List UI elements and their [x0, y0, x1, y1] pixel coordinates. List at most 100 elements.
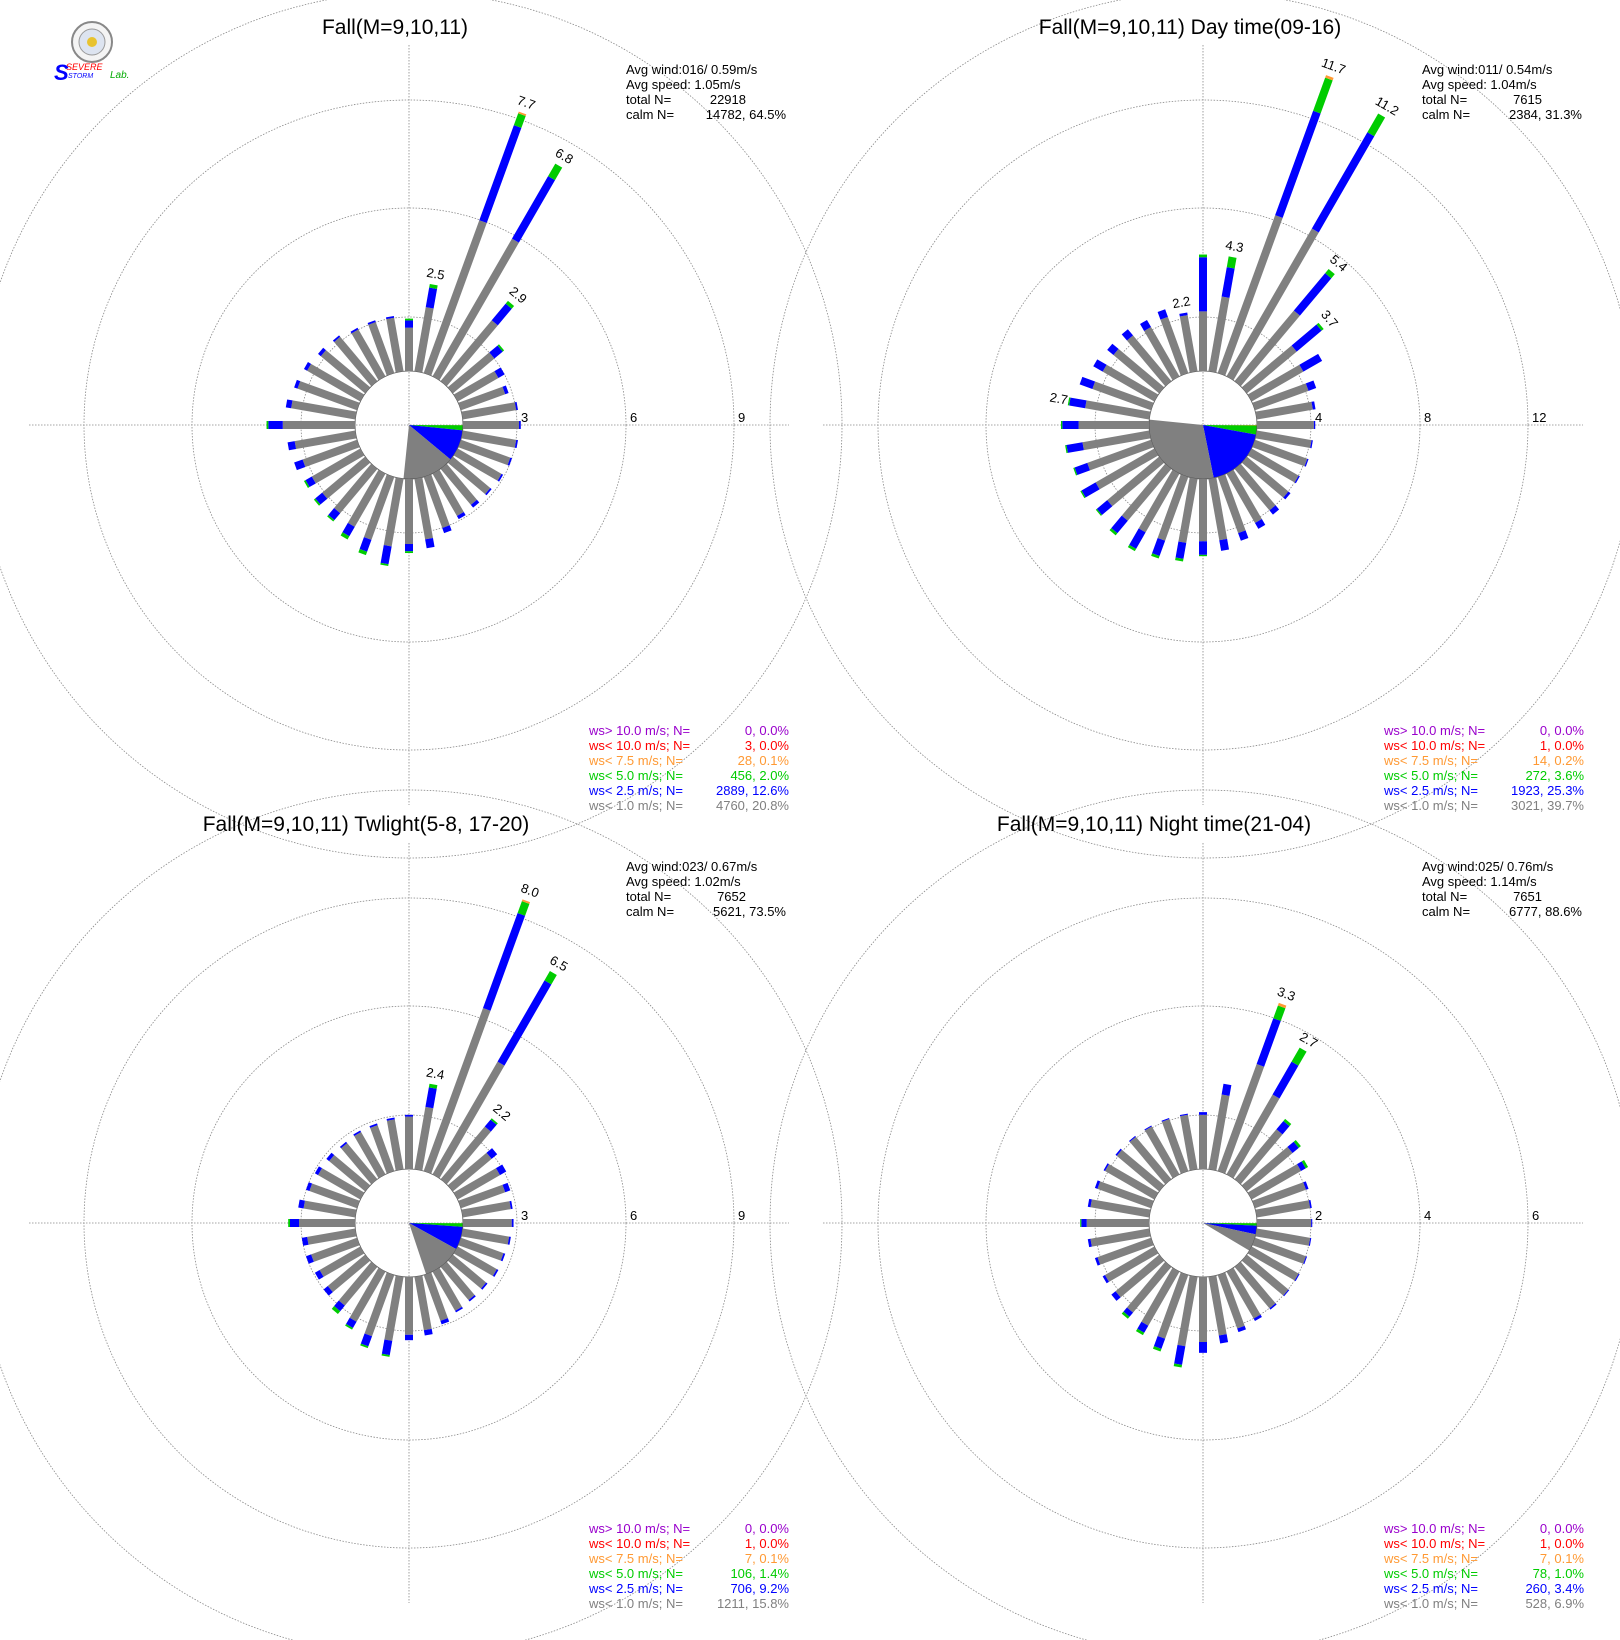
bar-seg-lt2_5 — [314, 1166, 323, 1176]
bar-seg-lt2_5 — [353, 1130, 362, 1137]
bar-seg-lt1 — [319, 1246, 365, 1277]
bar-seg-lt5 — [345, 1324, 353, 1330]
wind-bar-210 — [1127, 469, 1180, 552]
bar-seg-lt1 — [423, 220, 487, 376]
calm-pie-blue — [409, 1223, 463, 1250]
wind-bar-350 — [386, 1117, 404, 1171]
wind-bar-320 — [339, 1141, 378, 1185]
wind-bar-310 — [1107, 343, 1165, 394]
wind-bar-190 — [1173, 1275, 1198, 1368]
bar-seg-lt1 — [453, 371, 499, 402]
wind-bar-260 — [1087, 1228, 1151, 1248]
bar-seg-lt2_5 — [1238, 530, 1249, 541]
wind-bar-200 — [360, 1272, 395, 1349]
wind-bar-230 — [313, 456, 371, 506]
bar-seg-lt1 — [1241, 456, 1289, 498]
lab-seal-star-icon — [87, 37, 97, 47]
bar-value-label: 2.2 — [1171, 293, 1191, 311]
wind-bar-290 — [1094, 1180, 1154, 1209]
bar-seg-lt1 — [461, 1201, 511, 1218]
bar-seg-lt5 — [1073, 467, 1078, 476]
legend-label: ws< 2.5 m/s; N= — [1383, 1581, 1478, 1596]
wind-bar-90 — [1257, 421, 1316, 429]
bar-seg-lt5 — [517, 901, 530, 916]
bar-seg-lt2_5 — [497, 473, 504, 482]
bar-seg-lt5 — [1313, 77, 1333, 114]
stat-calm-value: 14782, 64.5% — [706, 107, 787, 122]
calm-pie-green — [1203, 425, 1257, 435]
wind-bar-330 — [353, 1130, 386, 1179]
panel-title: Fall(M=9,10,11) Twlight(5-8, 17-20) — [203, 813, 530, 836]
legend-value: 272, 3.6% — [1525, 768, 1584, 783]
wind-bar-230 — [1095, 456, 1165, 516]
ring-label: 8 — [1424, 410, 1431, 425]
bar-seg-lt2_5 — [1129, 528, 1146, 549]
bar-seg-lt1 — [1157, 1272, 1189, 1339]
wind-bar-30: 6.5 — [432, 952, 570, 1179]
wind-bar-100 — [1255, 1228, 1312, 1246]
bar-seg-lt1 — [1144, 1126, 1180, 1179]
wind-bar-80 — [461, 1200, 513, 1218]
logo-text-lab: Lab. — [110, 70, 129, 81]
ring-label: 3 — [521, 410, 528, 425]
wind-bar-90 — [1257, 1219, 1313, 1227]
bar-seg-lt1 — [1257, 421, 1314, 429]
bar-seg-lt2_5 — [502, 1182, 511, 1193]
wind-bar-30: 6.8 — [432, 145, 576, 381]
wind-bar-100 — [461, 430, 518, 449]
wind-bar-150 — [432, 469, 466, 520]
bar-seg-lt1 — [386, 1119, 404, 1171]
wind-bar-220 — [331, 1261, 378, 1314]
bar-seg-lt1 — [1087, 439, 1154, 471]
bar-seg-lt2_5 — [1269, 505, 1280, 515]
bar-seg-lt5 — [1293, 1139, 1301, 1148]
wind-bar-130 — [447, 456, 492, 496]
legend-label: ws< 5.0 m/s; N= — [588, 1566, 683, 1581]
wind-bar-300 — [303, 362, 365, 402]
wind-bar-270 — [1080, 1219, 1149, 1227]
bar-seg-lt5 — [313, 498, 321, 506]
grid-ring-outer — [769, 0, 1620, 859]
wind-bar-320 — [1129, 1135, 1172, 1185]
bar-seg-lt2_5 — [1311, 1219, 1313, 1227]
wind-bar-240 — [1080, 448, 1159, 499]
calm-pie-green — [409, 1223, 463, 1227]
bar-seg-lt2_5 — [1308, 1237, 1312, 1246]
wind-bar-0 — [1199, 1112, 1207, 1169]
grid-ring-outer — [769, 789, 1620, 1640]
legend-label: ws< 5.0 m/s; N= — [1383, 1566, 1478, 1581]
wind-bar-80 — [461, 401, 518, 420]
bar-seg-lt2_5 — [294, 459, 306, 471]
bar-value-label: 11.7 — [1320, 55, 1348, 77]
bar-seg-lt2_5 — [456, 511, 466, 520]
bar-seg-lt1 — [461, 430, 517, 448]
bar-seg-lt5 — [340, 532, 350, 540]
wind-bar-140 — [1234, 1261, 1277, 1310]
legend-label: ws> 10.0 m/s; N= — [588, 723, 690, 738]
wind-bar-340 — [367, 320, 395, 376]
legend-value: 3021, 39.7% — [1511, 798, 1584, 813]
calm-pie-gray — [409, 1223, 457, 1275]
bar-seg-lt1 — [354, 1132, 386, 1179]
bar-seg-lt2_5 — [315, 492, 328, 505]
legend-value: 7, 0.1% — [1540, 1551, 1585, 1566]
bar-seg-lt2_5 — [1287, 1141, 1299, 1154]
bar-seg-lt1 — [1078, 421, 1149, 429]
bar-seg-lt2_5 — [480, 1282, 488, 1290]
bar-seg-lt1 — [423, 474, 450, 529]
bar-seg-lt1 — [1177, 1275, 1198, 1347]
bar-seg-lt1 — [1138, 469, 1180, 533]
bar-seg-lt5 — [428, 1083, 438, 1089]
wind-bar-340 — [369, 1123, 395, 1174]
bar-seg-lt1 — [364, 1272, 395, 1337]
wind-bar-230 — [1111, 1254, 1165, 1301]
bar-seg-lt1 — [1234, 1129, 1283, 1185]
wind-bar-60 — [1247, 1160, 1309, 1200]
bar-seg-lt2_5 — [455, 1306, 463, 1313]
legend-value: 0, 0.0% — [745, 723, 790, 738]
bar-value-label: 2.7 — [1297, 1029, 1320, 1051]
bar-seg-lt2_5 — [367, 320, 376, 325]
bar-seg-lt2_5 — [1299, 353, 1323, 372]
bar-seg-lt1 — [311, 448, 365, 484]
bar-seg-lt2_5 — [1311, 132, 1375, 233]
